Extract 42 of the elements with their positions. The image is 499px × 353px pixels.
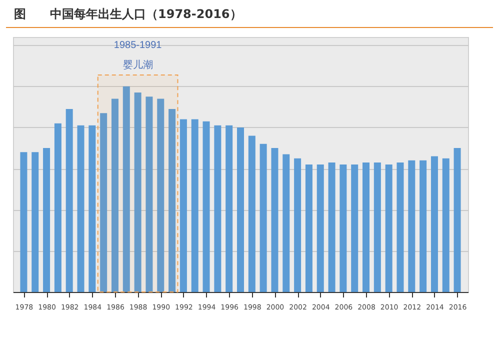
bar — [146, 96, 153, 292]
bar — [77, 125, 84, 292]
bar — [294, 158, 302, 292]
bar — [54, 123, 62, 292]
bar — [168, 108, 176, 292]
bar — [385, 164, 392, 292]
bar — [248, 136, 256, 292]
bar — [32, 152, 39, 292]
bar — [454, 148, 461, 292]
bar — [134, 92, 142, 292]
bar — [442, 158, 450, 292]
bar — [66, 108, 73, 292]
bar — [20, 152, 28, 292]
bar — [430, 156, 438, 292]
bar — [328, 162, 336, 292]
bar — [122, 86, 130, 292]
bar — [340, 164, 347, 292]
bar — [237, 127, 244, 292]
band-label: 婴儿潮 — [122, 59, 153, 71]
bar — [214, 125, 222, 292]
bar — [157, 98, 164, 292]
text: 1985-1991 — [114, 40, 162, 51]
bar — [408, 160, 416, 292]
bar — [271, 148, 278, 292]
bar — [191, 119, 198, 292]
bar — [100, 113, 108, 292]
bar — [420, 160, 427, 292]
bar — [226, 125, 233, 292]
bar — [202, 121, 210, 292]
bar — [88, 125, 96, 292]
chart-title: 图 中国每年出生人口（1978-2016） — [6, 4, 493, 28]
bar — [111, 98, 118, 292]
bar — [351, 164, 358, 292]
bar — [396, 162, 404, 292]
bar — [180, 119, 187, 292]
bar — [374, 162, 381, 292]
bar — [282, 154, 290, 292]
bar — [260, 144, 267, 292]
bar — [305, 164, 312, 292]
bar — [316, 164, 324, 292]
bar — [43, 148, 50, 292]
bar — [362, 162, 370, 292]
